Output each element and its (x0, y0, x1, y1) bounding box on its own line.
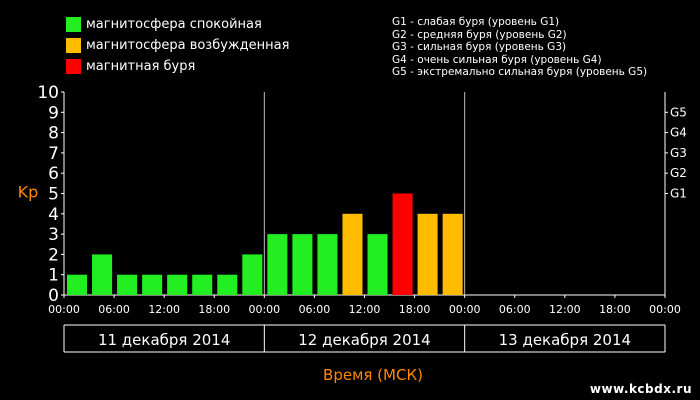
legend-item-storm: магнитная буря (66, 56, 289, 77)
storm-level-g1: G1 - слабая буря (уровень G1) (392, 16, 560, 28)
y-tick-label: 7 (48, 144, 59, 164)
time-tick-label: 00:00 (649, 303, 681, 316)
y-tick-label: 8 (48, 124, 59, 144)
legend: магнитосфера спокойная магнитосфера возб… (66, 14, 289, 77)
g-tick-label: G1 (670, 187, 687, 201)
y-tick-label: 0 (48, 286, 59, 306)
legend-label-storm: магнитная буря (86, 59, 196, 74)
kp-bar (392, 193, 413, 295)
kp-bar (267, 234, 288, 295)
watermark: www.kcbdx.ru (589, 382, 692, 396)
kp-bar (442, 213, 463, 295)
y-axis-label: Kp (18, 183, 39, 202)
kp-bar (217, 274, 238, 295)
time-tick-label: 00:00 (248, 303, 280, 316)
kp-bar (167, 274, 188, 295)
time-tick-label: 12:00 (349, 303, 381, 316)
day-label: 13 декабря 2014 (499, 331, 631, 349)
time-tick-label: 18:00 (399, 303, 431, 316)
time-tick-label: 12:00 (549, 303, 581, 316)
legend-item-excited: магнитосфера возбужденная (66, 35, 289, 56)
kp-bar (242, 254, 263, 295)
time-tick-label: 06:00 (98, 303, 130, 316)
y-tick-label: 3 (48, 225, 59, 245)
time-tick-label: 06:00 (499, 303, 531, 316)
time-tick-label: 18:00 (198, 303, 230, 316)
legend-item-quiet: магнитосфера спокойная (66, 14, 289, 35)
g-tick-label: G2 (670, 166, 687, 180)
g-tick-label: G3 (670, 146, 687, 160)
storm-level-g5: G5 - экстремально сильная буря (уровень … (392, 66, 648, 78)
kp-bar (367, 234, 388, 295)
legend-label-excited: магнитосфера возбужденная (86, 38, 290, 53)
legend-label-quiet: магнитосфера спокойная (86, 17, 262, 32)
kp-bar (342, 213, 363, 295)
storm-level-g3: G3 - сильная буря (уровень G3) (392, 41, 567, 53)
y-tick-label: 4 (48, 205, 59, 225)
kp-bar (117, 274, 138, 295)
y-tick-label: 1 (48, 266, 59, 286)
time-tick-label: 12:00 (148, 303, 180, 316)
kp-bar (67, 274, 88, 295)
legend-swatch-quiet (66, 17, 81, 32)
time-tick-label: 06:00 (299, 303, 331, 316)
y-tick-label: 10 (37, 83, 59, 103)
kp-bar (142, 274, 163, 295)
kp-bar (417, 213, 438, 295)
day-label: 11 декабря 2014 (98, 331, 230, 349)
time-tick-label: 00:00 (449, 303, 481, 316)
legend-swatch-storm (66, 59, 81, 74)
storm-levels-legend: G1 - слабая буря (уровень G1) G2 - средн… (392, 16, 647, 79)
storm-level-g4: G4 - очень сильная буря (уровень G4) (392, 53, 602, 66)
kp-bar (192, 274, 213, 295)
time-tick-label: 00:00 (48, 303, 80, 316)
kp-bar (92, 254, 113, 295)
kp-bar (292, 234, 313, 295)
time-tick-label: 18:00 (599, 303, 631, 316)
x-axis-label: Время (МСК) (323, 366, 423, 384)
legend-swatch-excited (66, 38, 81, 53)
y-tick-label: 9 (48, 103, 59, 123)
storm-level-g2: G2 - средняя буря (уровень G2) (392, 28, 567, 41)
y-tick-label: 2 (48, 245, 59, 265)
day-label: 12 декабря 2014 (298, 331, 430, 349)
y-tick-label: 6 (48, 164, 59, 184)
g-tick-label: G4 (670, 126, 687, 140)
kp-bar (317, 234, 338, 295)
y-tick-label: 5 (48, 185, 59, 205)
g-tick-label: G5 (670, 105, 687, 119)
